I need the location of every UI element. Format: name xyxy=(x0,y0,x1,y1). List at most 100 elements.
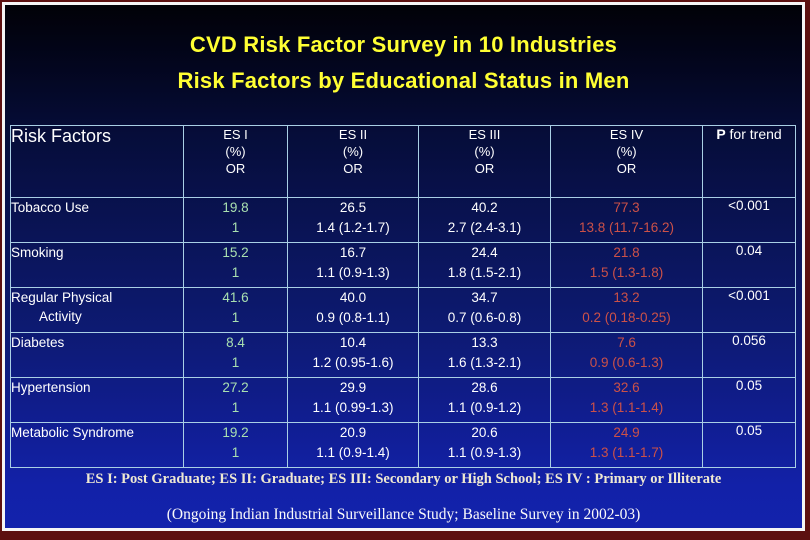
or-value: 13.8 (11.7-16.2) xyxy=(578,220,675,235)
header-p-for-trend: P for trend xyxy=(702,125,796,198)
table-row-metabolic-syndrome: Metabolic Syndrome 19.2 1 20.9 1.1 (0.9-1.… xyxy=(10,422,796,468)
header-es4-name: ES IV xyxy=(609,127,644,142)
header-es3: ES III (%) OR xyxy=(418,125,551,198)
cell-es3: 34.7 0.7 (0.6-0.8) xyxy=(418,287,551,333)
or-value: 1.3 (1.1-1.7) xyxy=(589,445,664,460)
or-value: 1.1 (0.9-1.3) xyxy=(447,445,522,460)
header-es2-pct: (%) xyxy=(342,144,364,159)
cell-p-value: 0.05 xyxy=(702,422,796,468)
or-value: 2.7 (2.4-3.1) xyxy=(447,220,522,235)
pct-value: 24.4 xyxy=(471,245,498,260)
pct-value: 20.6 xyxy=(471,425,498,440)
pct-value: 19.2 xyxy=(222,425,249,440)
or-value: 1 xyxy=(231,445,240,460)
cell-es4: 13.2 0.2 (0.18-0.25) xyxy=(550,287,703,333)
or-value: 1 xyxy=(231,400,240,415)
or-value: 1.5 (1.3-1.8) xyxy=(589,265,664,280)
pct-value: 77.3 xyxy=(613,200,640,215)
cell-es4: 7.6 0.9 (0.6-1.3) xyxy=(550,332,703,378)
cell-es2: 20.9 1.1 (0.9-1.4) xyxy=(287,422,419,468)
table-row-regular-physical-activity: Regular Physical Activity 41.6 1 40.0 0.9 … xyxy=(10,287,796,333)
or-value: 1.3 (1.1-1.4) xyxy=(589,400,664,415)
header-es2-or: OR xyxy=(343,161,363,176)
pct-value: 27.2 xyxy=(222,380,249,395)
row-label-line1: Smoking xyxy=(11,245,64,260)
slide-title: CVD Risk Factor Survey in 10 Industries … xyxy=(5,27,802,99)
row-label: Smoking xyxy=(10,242,184,288)
table-row-smoking: Smoking 15.2 1 16.7 1.1 (0.9-1.3) 24.4 1.8 … xyxy=(10,242,796,288)
pct-value: 32.6 xyxy=(613,380,640,395)
title-line-1: CVD Risk Factor Survey in 10 Industries xyxy=(189,32,618,57)
cell-es4: 21.8 1.5 (1.3-1.8) xyxy=(550,242,703,288)
pct-value: 10.4 xyxy=(339,335,367,350)
header-es3-or: OR xyxy=(474,161,495,176)
cell-es2: 40.0 0.9 (0.8-1.1) xyxy=(287,287,419,333)
row-label: Tobacco Use xyxy=(10,197,184,243)
row-label: Diabetes xyxy=(10,332,184,378)
pct-value: 28.6 xyxy=(471,380,498,395)
pct-value: 13.3 xyxy=(471,335,498,350)
header-es1-or: OR xyxy=(225,161,246,176)
table-row-hypertension: Hypertension 27.2 1 29.9 1.1 (0.99-1.3) 28… xyxy=(10,377,796,423)
cell-es1: 41.6 1 xyxy=(183,287,288,333)
cell-es1: 19.2 1 xyxy=(183,422,288,468)
or-value: 0.7 (0.6-0.8) xyxy=(447,310,522,325)
cell-es2: 16.7 1.1 (0.9-1.3) xyxy=(287,242,419,288)
or-value: 1.4 (1.2-1.7) xyxy=(316,220,390,235)
pct-value: 34.7 xyxy=(471,290,498,305)
cell-es3: 20.6 1.1 (0.9-1.3) xyxy=(418,422,551,468)
header-es4-or: OR xyxy=(616,161,637,176)
or-value: 1.1 (0.99-1.3) xyxy=(312,400,394,415)
pct-value: 20.9 xyxy=(339,425,367,440)
or-value: 1.2 (0.95-1.6) xyxy=(312,355,394,370)
cell-es3: 40.2 2.7 (2.4-3.1) xyxy=(418,197,551,243)
or-value: 0.9 (0.6-1.3) xyxy=(589,355,664,370)
cell-es1: 19.8 1 xyxy=(183,197,288,243)
pct-value: 16.7 xyxy=(339,245,367,260)
pct-value: 26.5 xyxy=(339,200,367,215)
cell-es1: 8.4 1 xyxy=(183,332,288,378)
header-es3-pct: (%) xyxy=(474,144,495,159)
pct-value: 29.9 xyxy=(339,380,367,395)
cell-es3: 13.3 1.6 (1.3-2.1) xyxy=(418,332,551,378)
cell-es2: 29.9 1.1 (0.99-1.3) xyxy=(287,377,419,423)
header-es1: ES I (%) OR xyxy=(183,125,288,198)
or-value: 0.2 (0.18-0.25) xyxy=(582,310,671,325)
pct-value: 19.8 xyxy=(222,200,249,215)
header-p-rest: for trend xyxy=(725,126,782,143)
cell-p-value: 0.056 xyxy=(702,332,796,378)
header-es4-pct: (%) xyxy=(616,144,637,159)
pct-value: 15.2 xyxy=(222,245,249,260)
or-value: 1.6 (1.3-2.1) xyxy=(447,355,522,370)
pct-value: 40.2 xyxy=(471,200,498,215)
pct-value: 7.6 xyxy=(617,335,636,350)
es-legend-footnote: ES I: Post Graduate; ES II: Graduate; ES… xyxy=(85,471,722,487)
row-label: Hypertension xyxy=(10,377,184,423)
or-value: 1.1 (0.9-1.3) xyxy=(316,265,390,280)
cell-es2: 26.5 1.4 (1.2-1.7) xyxy=(287,197,419,243)
or-value: 1 xyxy=(231,265,240,280)
or-value: 1.8 (1.5-2.1) xyxy=(447,265,522,280)
pct-value: 21.8 xyxy=(613,245,640,260)
or-value: 0.9 (0.8-1.1) xyxy=(316,310,390,325)
table-row-diabetes: Diabetes 8.4 1 10.4 1.2 (0.95-1.6) 13.3 1.6… xyxy=(10,332,796,378)
row-label-line1: Diabetes xyxy=(11,335,65,350)
header-p-bold: P xyxy=(716,126,726,143)
or-value: 1.1 (0.9-1.4) xyxy=(316,445,390,460)
table-row-tobacco-use: Tobacco Use 19.8 1 26.5 1.4 (1.2-1.7) 40.2… xyxy=(10,197,796,243)
cell-p-value: <0.001 xyxy=(702,287,796,333)
row-label-line1: Regular Physical xyxy=(11,290,113,305)
pct-value: 24.9 xyxy=(613,425,640,440)
pct-value: 8.4 xyxy=(226,335,245,350)
cell-es3: 24.4 1.8 (1.5-2.1) xyxy=(418,242,551,288)
row-label: Metabolic Syndrome xyxy=(10,422,184,468)
cell-p-value: 0.04 xyxy=(702,242,796,288)
cell-p-value: <0.001 xyxy=(702,197,796,243)
pct-value: 13.2 xyxy=(613,290,640,305)
cell-es1: 15.2 1 xyxy=(183,242,288,288)
header-es3-name: ES III xyxy=(468,127,501,142)
cell-es2: 10.4 1.2 (0.95-1.6) xyxy=(287,332,419,378)
title-line-2: Risk Factors by Educational Status in Me… xyxy=(177,68,630,93)
header-es2-name: ES II xyxy=(338,127,368,142)
